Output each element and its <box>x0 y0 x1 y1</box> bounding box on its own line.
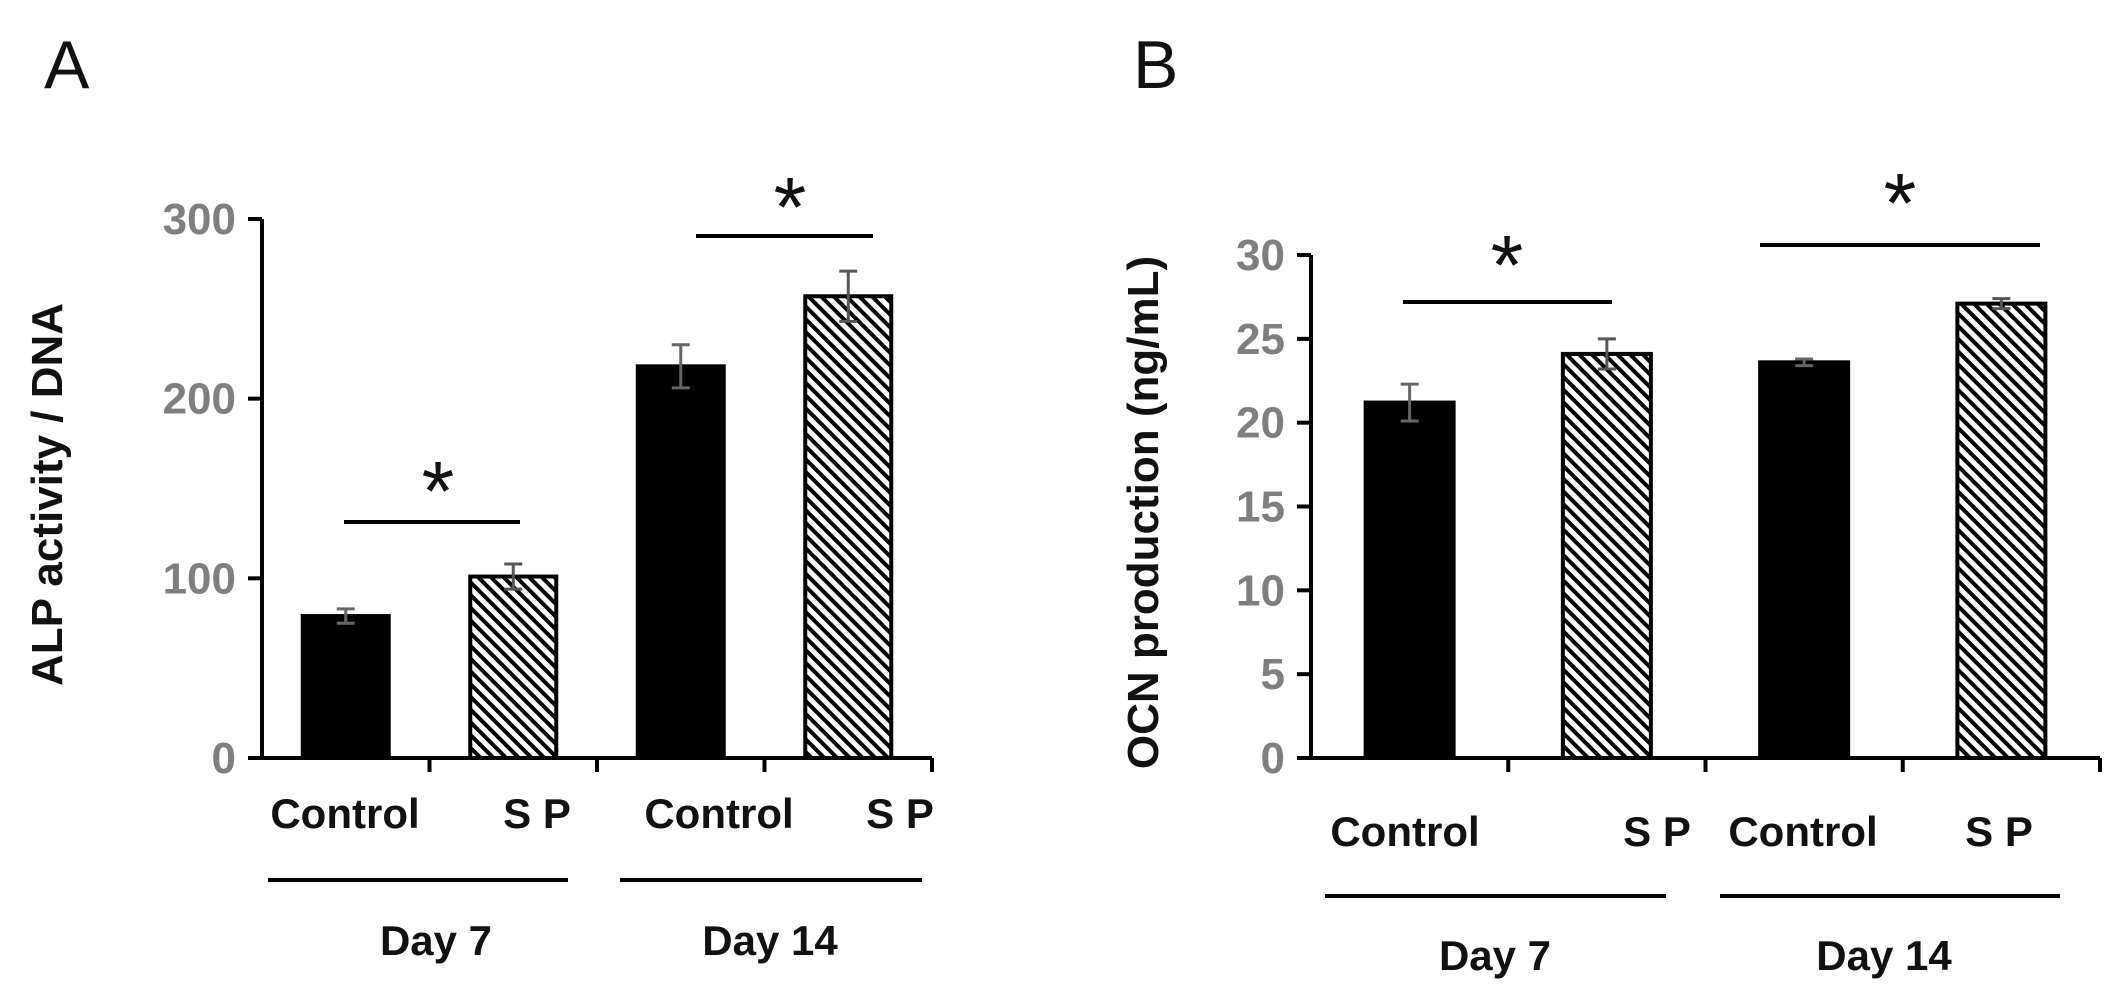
x-category-label: S P <box>866 790 934 837</box>
y-tick-label: 200 <box>163 375 236 424</box>
y-tick-label: 20 <box>1236 399 1285 448</box>
significance-star: * <box>774 160 807 254</box>
significance-star: * <box>422 444 455 538</box>
y-tick-label: 5 <box>1261 650 1285 699</box>
panel-a-chart: A ALP activity / DNA 0 100 200 300 Control S P C… <box>23 27 934 964</box>
y-tick-label: 0 <box>1261 734 1285 783</box>
y-tick-label: 300 <box>163 195 236 244</box>
bar <box>1955 301 2048 760</box>
group-label: Day 7 <box>1439 932 1551 979</box>
x-category-label: Control <box>1728 808 1877 855</box>
panel-b-chart: B OCN production (ng/mL) 0 5 10 15 20 25 30 Contr… <box>1119 27 2102 979</box>
x-category-label: S P <box>503 790 571 837</box>
significance-star: * <box>1884 156 1917 250</box>
bar <box>1363 400 1456 760</box>
y-tick-label: 15 <box>1236 483 1285 532</box>
y-tick-label: 100 <box>163 554 236 603</box>
bar <box>300 614 391 761</box>
y-tick-label: 10 <box>1236 566 1285 615</box>
x-category-label: Control <box>270 790 419 837</box>
y-tick-label: 30 <box>1236 231 1285 280</box>
y-axis-label: ALP activity / DNA <box>23 303 72 686</box>
bar <box>1560 351 1653 760</box>
significance-star: * <box>1491 218 1524 312</box>
panel-label: A <box>44 27 90 103</box>
y-axis-label: OCN production (ng/mL) <box>1119 256 1168 769</box>
y-tick-label: 0 <box>212 734 236 783</box>
bar <box>468 574 559 761</box>
group-label: Day 14 <box>1816 932 1952 979</box>
panel-label: B <box>1133 27 1178 103</box>
bar <box>803 294 894 760</box>
y-tick-label: 25 <box>1236 315 1285 364</box>
group-label: Day 14 <box>702 917 838 964</box>
group-label: Day 7 <box>380 917 492 964</box>
x-category-label: Control <box>1330 808 1479 855</box>
bar <box>1758 360 1851 760</box>
x-category-label: Control <box>644 790 793 837</box>
bar <box>635 364 726 760</box>
x-category-label: S P <box>1965 808 2033 855</box>
x-category-label: S P <box>1623 808 1691 855</box>
